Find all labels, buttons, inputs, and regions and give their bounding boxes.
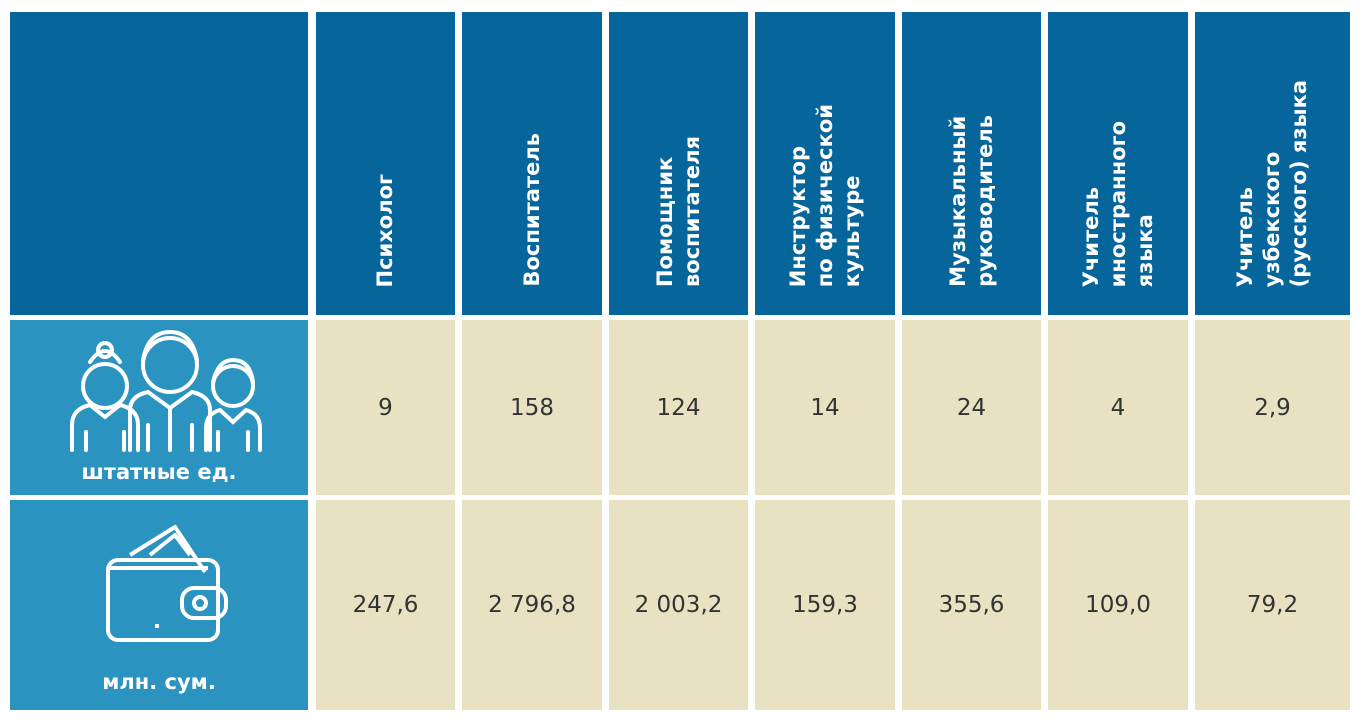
header-line: (русского) языка <box>1287 79 1311 287</box>
data-cell: 2,9 <box>1195 320 1350 495</box>
data-cell: 158 <box>462 320 602 495</box>
column-header-text: Помощник воспитателя <box>652 136 706 287</box>
column-header-text: Воспитатель <box>519 133 546 287</box>
header-line: воспитателя <box>679 135 704 287</box>
column-header: Воспитатель <box>462 12 602 315</box>
header-line: Музыкальный <box>945 115 970 287</box>
data-cell: 4 <box>1048 320 1188 495</box>
data-cell: 109,0 <box>1048 500 1188 710</box>
wallet-icon <box>106 525 228 642</box>
data-cell: 124 <box>609 320 748 495</box>
header-line: языка <box>1132 213 1157 287</box>
data-cell: 247,6 <box>316 500 455 710</box>
data-cell: 9 <box>316 320 455 495</box>
column-header: Учитель узбекского (русского) языка <box>1195 12 1350 315</box>
header-line: иностранного <box>1105 120 1130 287</box>
data-cell: 14 <box>755 320 895 495</box>
row-header: штатные ед. <box>10 320 308 495</box>
header-line: Учитель <box>1078 186 1103 287</box>
header-line: узбекского <box>1260 151 1284 287</box>
row-label: млн. сум. <box>102 670 216 694</box>
people-icon <box>70 329 262 452</box>
data-cell: 355,6 <box>902 500 1041 710</box>
header-line: Инструктор <box>785 145 810 287</box>
data-cell: 2 003,2 <box>609 500 748 710</box>
data-cell: 159,3 <box>755 500 895 710</box>
column-header-text: Учитель узбекского (русского) языка <box>1232 80 1313 287</box>
column-header-text: Инструктор по физической культуре <box>785 104 866 287</box>
header-line: руководитель <box>972 115 997 287</box>
column-header-text: Учитель иностранного языка <box>1078 121 1159 287</box>
data-cell: 2 796,8 <box>462 500 602 710</box>
column-header: Инструктор по физической культуре <box>755 12 895 315</box>
header-line: Воспитатель <box>519 133 544 287</box>
column-header: Учитель иностранного языка <box>1048 12 1188 315</box>
header-line: Психолог <box>373 173 397 288</box>
column-header-text: Психолог <box>372 174 399 288</box>
header-line: Учитель <box>1233 186 1257 287</box>
row-header: млн. сум. <box>10 500 308 710</box>
column-header: Психолог <box>316 12 455 315</box>
corner-cell <box>10 12 308 315</box>
data-cell: 24 <box>902 320 1041 495</box>
header-line: Помощник <box>652 156 677 287</box>
data-cell: 79,2 <box>1195 500 1350 710</box>
column-header: Помощник воспитателя <box>609 12 748 315</box>
header-line: культуре <box>839 175 864 287</box>
column-header: Музыкальный руководитель <box>902 12 1041 315</box>
header-line: по физической <box>812 103 837 287</box>
column-header-text: Музыкальный руководитель <box>945 115 999 287</box>
row-label: штатные ед. <box>81 460 237 484</box>
